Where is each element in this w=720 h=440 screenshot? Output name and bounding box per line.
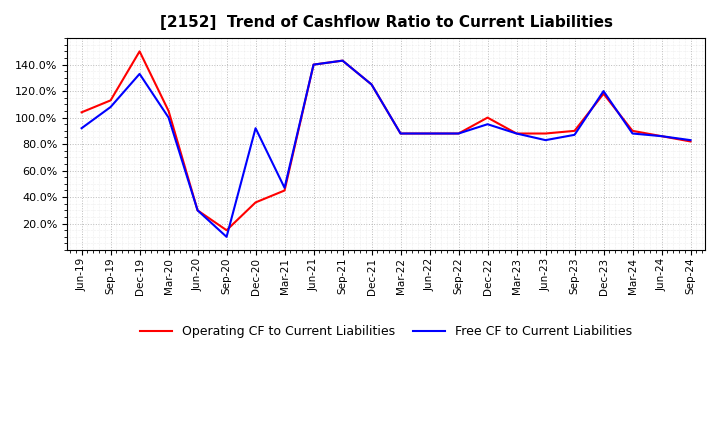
Free CF to Current Liabilities	[77, 125, 86, 131]
Operating CF to Current Liabilities	[164, 108, 173, 114]
Free CF to Current Liabilities	[338, 58, 347, 63]
Free CF to Current Liabilities	[628, 131, 636, 136]
Free CF to Current Liabilities	[657, 133, 666, 139]
Free CF to Current Liabilities	[426, 131, 434, 136]
Free CF to Current Liabilities	[280, 185, 289, 191]
Operating CF to Current Liabilities	[107, 98, 115, 103]
Free CF to Current Liabilities	[686, 137, 695, 143]
Operating CF to Current Liabilities	[338, 58, 347, 63]
Operating CF to Current Liabilities	[599, 91, 608, 96]
Operating CF to Current Liabilities	[686, 139, 695, 144]
Title: [2152]  Trend of Cashflow Ratio to Current Liabilities: [2152] Trend of Cashflow Ratio to Curren…	[160, 15, 613, 30]
Operating CF to Current Liabilities	[396, 131, 405, 136]
Free CF to Current Liabilities	[164, 115, 173, 120]
Free CF to Current Liabilities	[193, 208, 202, 213]
Free CF to Current Liabilities	[512, 131, 521, 136]
Free CF to Current Liabilities	[541, 137, 550, 143]
Operating CF to Current Liabilities	[512, 131, 521, 136]
Free CF to Current Liabilities	[222, 234, 231, 239]
Operating CF to Current Liabilities	[135, 49, 144, 54]
Operating CF to Current Liabilities	[251, 200, 260, 205]
Operating CF to Current Liabilities	[77, 110, 86, 115]
Operating CF to Current Liabilities	[193, 208, 202, 213]
Line: Operating CF to Current Liabilities: Operating CF to Current Liabilities	[81, 51, 690, 230]
Free CF to Current Liabilities	[107, 104, 115, 110]
Operating CF to Current Liabilities	[570, 128, 579, 133]
Free CF to Current Liabilities	[251, 125, 260, 131]
Operating CF to Current Liabilities	[222, 227, 231, 233]
Operating CF to Current Liabilities	[280, 188, 289, 193]
Operating CF to Current Liabilities	[426, 131, 434, 136]
Free CF to Current Liabilities	[570, 132, 579, 137]
Operating CF to Current Liabilities	[628, 128, 636, 133]
Operating CF to Current Liabilities	[657, 133, 666, 139]
Free CF to Current Liabilities	[135, 71, 144, 77]
Operating CF to Current Liabilities	[541, 131, 550, 136]
Operating CF to Current Liabilities	[367, 82, 376, 87]
Operating CF to Current Liabilities	[309, 62, 318, 67]
Free CF to Current Liabilities	[483, 121, 492, 127]
Operating CF to Current Liabilities	[454, 131, 463, 136]
Line: Free CF to Current Liabilities: Free CF to Current Liabilities	[81, 61, 690, 237]
Operating CF to Current Liabilities	[483, 115, 492, 120]
Free CF to Current Liabilities	[396, 131, 405, 136]
Legend: Operating CF to Current Liabilities, Free CF to Current Liabilities: Operating CF to Current Liabilities, Fre…	[135, 320, 636, 343]
Free CF to Current Liabilities	[367, 82, 376, 87]
Free CF to Current Liabilities	[454, 131, 463, 136]
Free CF to Current Liabilities	[309, 62, 318, 67]
Free CF to Current Liabilities	[599, 88, 608, 94]
